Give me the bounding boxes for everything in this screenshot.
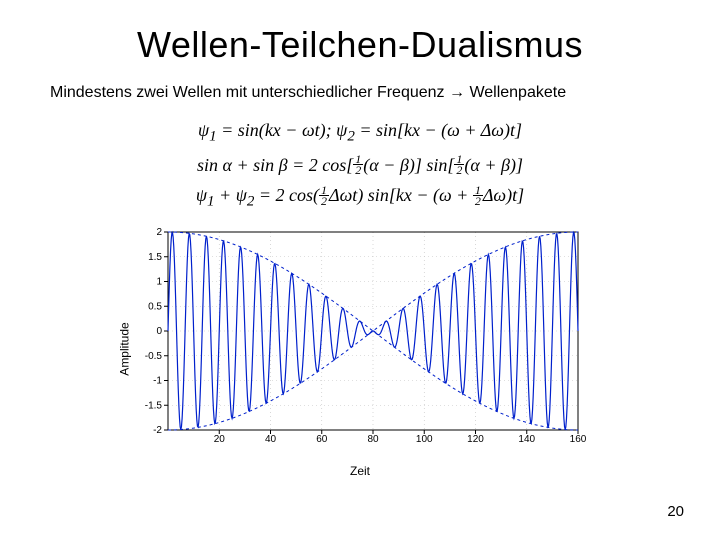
wavepacket-chart: Amplitude 20406080100120140160-2-1.5-1-0…	[110, 224, 610, 474]
svg-text:0: 0	[156, 326, 162, 337]
svg-text:2: 2	[156, 227, 162, 238]
chart-xlabel: Zeit	[350, 464, 370, 478]
svg-text:40: 40	[265, 434, 277, 445]
subtitle-text: Mindestens zwei Wellen mit unterschiedli…	[30, 84, 690, 102]
equation-line-1: ψ1 = sin(kx − ωt); ψ2 = sin[kx − (ω + Δω…	[30, 116, 690, 149]
svg-text:1.5: 1.5	[148, 252, 162, 263]
svg-text:-0.5: -0.5	[145, 351, 163, 362]
equation-line-3: ψ1 + ψ2 = 2 cos(12Δωt) sin[kx − (ω + 12Δ…	[30, 181, 690, 214]
svg-text:140: 140	[518, 434, 535, 445]
svg-text:0.5: 0.5	[148, 301, 162, 312]
page-title: Wellen-Teilchen-Dualismus	[30, 24, 690, 66]
svg-text:100: 100	[416, 434, 433, 445]
chart-ylabel: Amplitude	[118, 322, 132, 375]
svg-text:160: 160	[570, 434, 587, 445]
svg-text:-1.5: -1.5	[145, 400, 163, 411]
svg-text:20: 20	[214, 434, 226, 445]
svg-text:1: 1	[156, 276, 162, 287]
page-number: 20	[667, 503, 684, 520]
equation-line-2: sin α + sin β = 2 cos[12(α − β)] sin[12(…	[30, 151, 690, 180]
svg-text:-1: -1	[153, 375, 162, 386]
svg-text:120: 120	[467, 434, 484, 445]
svg-text:-2: -2	[153, 425, 162, 436]
chart-svg: 20 40 60 80 100 120 140 160 -2 -1.5 -1 -0.5 0 0.5 1 1.5…	[110, 224, 610, 460]
equation-block: ψ1 = sin(kx − ωt); ψ2 = sin[kx − (ω + Δω…	[30, 116, 690, 214]
svg-text:80: 80	[367, 434, 379, 445]
svg-text:60: 60	[316, 434, 328, 445]
